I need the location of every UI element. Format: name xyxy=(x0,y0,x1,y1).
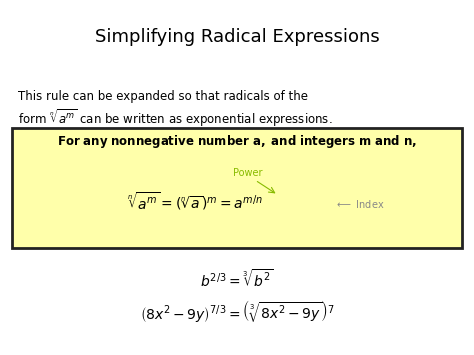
Text: $\mathbf{For\ any\ nonnegative\ number}$ $\mathit{\mathbf{a}}$$\mathbf{,\ and\ i: $\mathbf{For\ any\ nonnegative\ number}$… xyxy=(57,133,417,150)
Text: $\sqrt[n]{a^{m}} = \left(\sqrt[n]{a}\right)^{m} = a^{m/n}$: $\sqrt[n]{a^{m}} = \left(\sqrt[n]{a}\rig… xyxy=(127,190,263,212)
Text: Simplifying Radical Expressions: Simplifying Radical Expressions xyxy=(95,28,379,46)
Text: $b^{2/3} = \sqrt[3]{b^{2}}$: $b^{2/3} = \sqrt[3]{b^{2}}$ xyxy=(200,268,274,290)
Text: form $\sqrt[n]{a^{m}}$ can be written as exponential expressions.: form $\sqrt[n]{a^{m}}$ can be written as… xyxy=(18,107,333,129)
Bar xyxy=(12,128,462,248)
Text: Power: Power xyxy=(233,168,263,178)
Text: This rule can be expanded so that radicals of the: This rule can be expanded so that radica… xyxy=(18,90,308,103)
Text: $\left(8x^{2} - 9y\right)^{7/3} = \left(\sqrt[3]{8x^{2} - 9y}\right)^{7}$: $\left(8x^{2} - 9y\right)^{7/3} = \left(… xyxy=(140,298,334,324)
Text: $\longleftarrow$ Index: $\longleftarrow$ Index xyxy=(335,198,384,210)
